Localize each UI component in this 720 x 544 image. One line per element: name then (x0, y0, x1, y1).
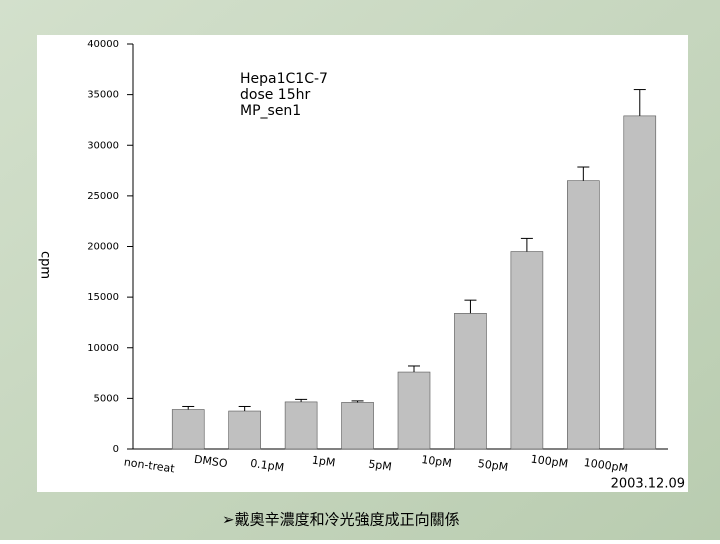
x-tick-label: 100pM (530, 452, 569, 470)
y-tick-label: 0 (113, 444, 119, 455)
bar (454, 313, 487, 450)
annotation: Hepa1C1C-7 (240, 71, 328, 87)
y-tick-label: 35000 (87, 90, 119, 101)
bar (567, 180, 600, 450)
x-tick-label: DMSO (193, 453, 228, 471)
date: 2003.12.09 (611, 477, 685, 492)
x-tick-label: 0.1pM (249, 457, 284, 475)
x-tick-label: 1000pM (583, 456, 629, 475)
y-tick-label: 5000 (94, 393, 119, 404)
bar (341, 402, 374, 450)
bar (510, 251, 544, 450)
bar (623, 115, 657, 450)
annotation: MP_sen1 (240, 103, 301, 119)
x-tick-label: 10pM (421, 453, 453, 470)
bar (228, 410, 261, 450)
y-tick-label: 25000 (87, 191, 119, 202)
y-axis-label: cpm (38, 251, 53, 279)
x-tick-label: 1pM (311, 453, 336, 469)
y-tick-label: 20000 (87, 242, 119, 253)
annotation: dose 15hr (240, 87, 310, 103)
x-tick-label: 5pM (368, 457, 393, 473)
bar (171, 409, 205, 450)
bar (397, 371, 431, 450)
y-tick-label: 40000 (87, 39, 119, 50)
y-tick-label: 15000 (87, 292, 119, 303)
bar (284, 401, 318, 450)
y-tick-label: 30000 (87, 140, 119, 151)
caption: ➢戴奧辛濃度和冷光強度成正向關係 (222, 511, 460, 529)
y-tick-label: 10000 (87, 343, 119, 354)
x-tick-label: 50pM (477, 457, 509, 474)
